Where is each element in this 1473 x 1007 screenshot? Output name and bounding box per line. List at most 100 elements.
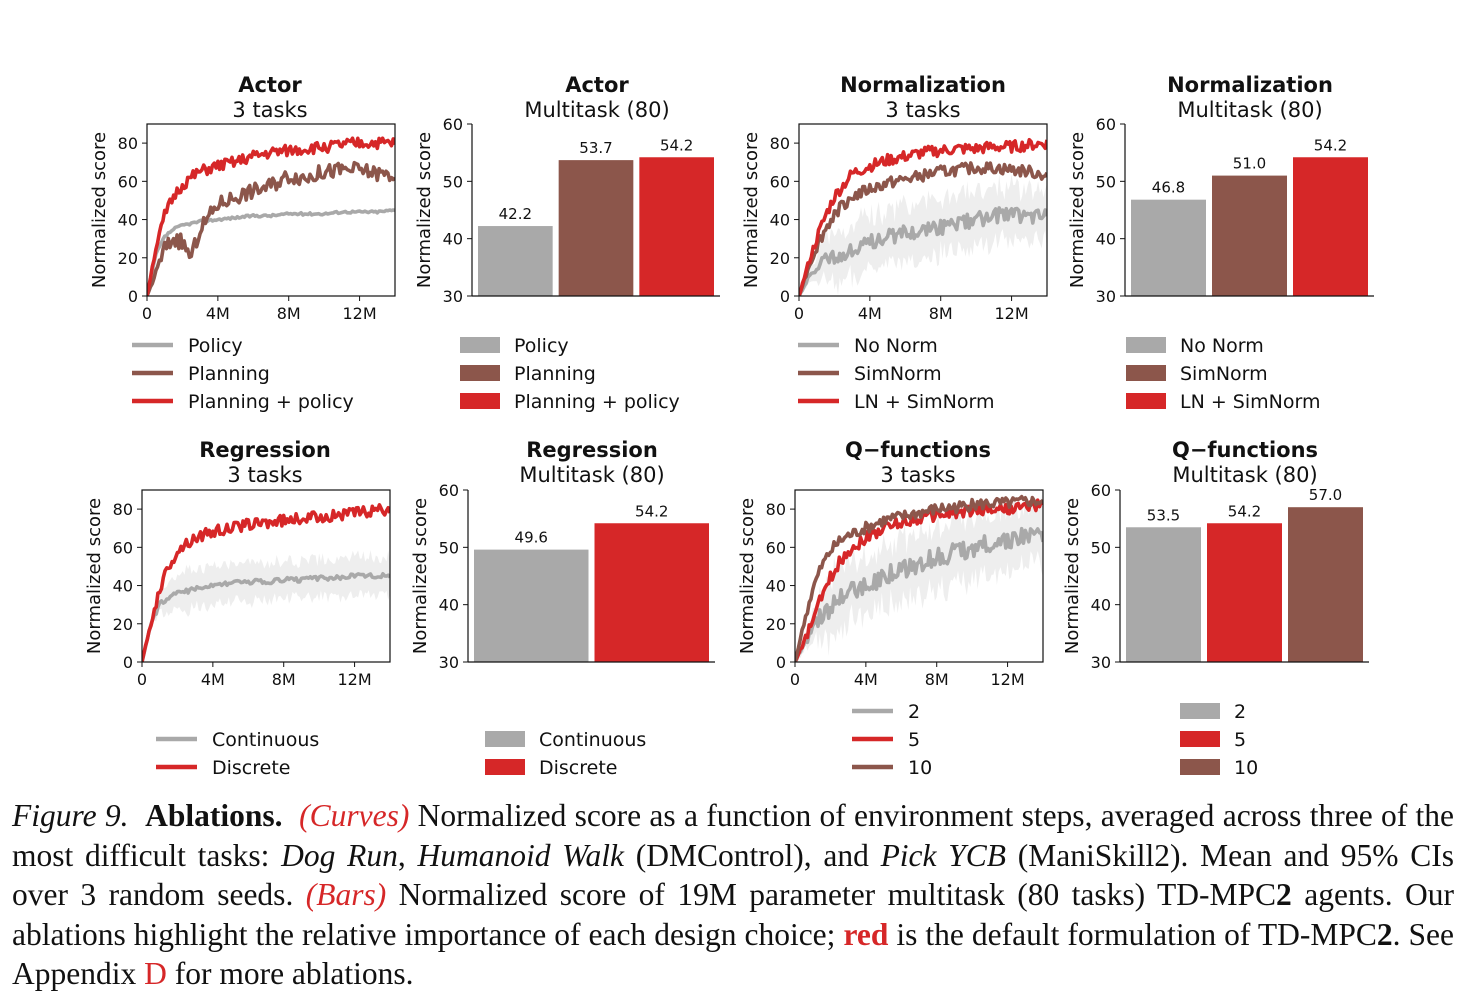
chart-title: Normalization bbox=[840, 73, 1006, 97]
x-tick-label: 12M bbox=[337, 670, 371, 689]
legend-label: Continuous bbox=[212, 729, 319, 751]
legend-swatch bbox=[1180, 759, 1220, 775]
x-tick-label: 12M bbox=[994, 304, 1028, 323]
bar-2 bbox=[1126, 527, 1201, 662]
chart-title: Q−functions bbox=[1172, 438, 1318, 462]
legend-label: Planning + policy bbox=[514, 391, 680, 413]
y-axis-label: Normalized score bbox=[1067, 132, 1088, 288]
bar-planning bbox=[558, 160, 634, 296]
chart-title: Actor bbox=[565, 73, 629, 97]
bar-value-label: 54.2 bbox=[635, 502, 668, 520]
bar-value-label: 51.0 bbox=[1233, 155, 1266, 173]
appendix-link[interactable]: D bbox=[144, 956, 167, 991]
legend-label: No Norm bbox=[1180, 335, 1264, 357]
ablation-figure: Actor 3 tasks Normalized score 0 4M 8M 12M 0 20 4… bbox=[84, 73, 1374, 779]
legend-label: 2 bbox=[1234, 701, 1246, 723]
series-line-ln-simnorm bbox=[799, 137, 1047, 296]
legend-label: Policy bbox=[188, 335, 243, 357]
y-axis-label: Normalized score bbox=[741, 132, 762, 288]
bar-value-label: 53.5 bbox=[1147, 506, 1180, 524]
legend-label: Discrete bbox=[539, 757, 617, 779]
series-line-5 bbox=[795, 498, 1043, 662]
figure-canvas: Actor 3 tasks Normalized score 0 4M 8M 12M 0 20 4… bbox=[84, 73, 1374, 779]
plot-frame bbox=[141, 489, 391, 663]
legend-label: Policy bbox=[514, 335, 569, 357]
plot-frame bbox=[794, 489, 1044, 663]
bar-value-label: 54.2 bbox=[1314, 136, 1347, 154]
legend-label: LN + SimNorm bbox=[854, 391, 994, 413]
bar-5 bbox=[1207, 523, 1282, 662]
y-tick-label: 40 bbox=[118, 211, 138, 230]
y-tick-label: 80 bbox=[770, 134, 790, 153]
y-tick-label: 30 bbox=[439, 653, 459, 672]
x-tick-label: 8M bbox=[925, 670, 949, 689]
y-axis-label: Normalized score bbox=[89, 132, 110, 288]
legend-swatch bbox=[1126, 393, 1166, 409]
y-tick-label: 40 bbox=[443, 230, 463, 249]
y-tick-label: 50 bbox=[1091, 538, 1111, 557]
y-tick-label: 50 bbox=[439, 538, 459, 557]
chart-title: Regression bbox=[526, 438, 658, 462]
x-tick-label: 8M bbox=[929, 304, 953, 323]
caption-heading: Ablations. bbox=[145, 798, 283, 833]
y-tick-label: 20 bbox=[113, 615, 133, 634]
chart-subtitle: 3 tasks bbox=[227, 463, 302, 487]
x-tick-label: 8M bbox=[272, 670, 296, 689]
x-tick-label: 12M bbox=[342, 304, 376, 323]
plot-frame bbox=[146, 123, 396, 297]
bar-10 bbox=[1288, 507, 1363, 662]
y-tick-label: 50 bbox=[443, 172, 463, 191]
y-tick-label: 20 bbox=[766, 615, 786, 634]
x-tick-label: 4M bbox=[201, 670, 225, 689]
x-tick-label: 0 bbox=[790, 670, 800, 689]
legend-label: 10 bbox=[908, 757, 932, 779]
legend-label: Discrete bbox=[212, 757, 290, 779]
legend-swatch bbox=[1126, 365, 1166, 381]
y-tick-label: 60 bbox=[118, 172, 138, 191]
series-line-planning bbox=[147, 160, 395, 296]
series-line-continuous bbox=[142, 571, 390, 662]
bar-value-label: 49.6 bbox=[515, 529, 548, 547]
y-tick-label: 50 bbox=[1096, 172, 1116, 191]
series-line-simnorm bbox=[799, 161, 1047, 296]
legend-swatch bbox=[485, 731, 525, 747]
legend-swatch bbox=[1180, 703, 1220, 719]
caption-two: 2 bbox=[1376, 916, 1393, 952]
legend-label: LN + SimNorm bbox=[1180, 391, 1320, 413]
legend-swatch bbox=[1126, 337, 1166, 353]
bar-value-label: 57.0 bbox=[1309, 486, 1342, 504]
y-tick-label: 60 bbox=[1091, 481, 1111, 500]
legend-swatch bbox=[485, 759, 525, 775]
legend-label: Continuous bbox=[539, 729, 646, 751]
legend-swatch bbox=[460, 393, 500, 409]
y-tick-label: 0 bbox=[780, 287, 790, 306]
legend-label: Planning bbox=[188, 363, 270, 385]
bar-value-label: 46.8 bbox=[1152, 179, 1185, 197]
y-tick-label: 60 bbox=[1096, 115, 1116, 134]
y-tick-label: 40 bbox=[766, 577, 786, 596]
y-tick-label: 60 bbox=[113, 538, 133, 557]
bar-policy bbox=[478, 226, 553, 296]
y-tick-label: 20 bbox=[118, 249, 138, 268]
caption-task-pick-ycb: Pick YCB bbox=[880, 837, 1007, 873]
confidence-band-no-norm bbox=[799, 174, 1047, 296]
caption-text: . See Appendix bbox=[12, 916, 1455, 992]
plot-frame bbox=[798, 123, 1048, 297]
caption-text: Normalized score of 19M parameter multit… bbox=[386, 877, 1277, 912]
legend-label: No Norm bbox=[854, 335, 938, 357]
y-tick-label: 40 bbox=[113, 577, 133, 596]
x-tick-label: 4M bbox=[206, 304, 230, 323]
caption-text: Normalized score as a function of enviro… bbox=[12, 798, 1455, 873]
chart-subtitle: 3 tasks bbox=[232, 98, 307, 122]
caption-task-humanoid-walk: Humanoid Walk bbox=[417, 837, 625, 873]
caption-red-word: red bbox=[843, 916, 889, 952]
series-line-discrete bbox=[142, 502, 390, 662]
bar-value-label: 54.2 bbox=[660, 136, 693, 154]
x-tick-label: 4M bbox=[854, 670, 878, 689]
y-tick-label: 80 bbox=[118, 134, 138, 153]
chart-subtitle: 3 tasks bbox=[885, 98, 960, 122]
x-tick-label: 8M bbox=[277, 304, 301, 323]
confidence-band-continuous bbox=[142, 550, 390, 662]
caption-text: , bbox=[397, 837, 418, 873]
legend-label: SimNorm bbox=[854, 363, 942, 385]
